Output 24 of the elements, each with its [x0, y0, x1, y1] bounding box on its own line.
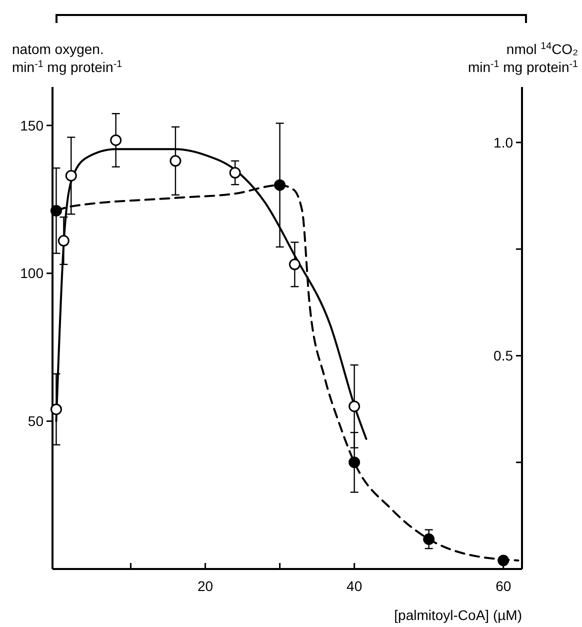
point [170, 155, 182, 167]
point [348, 400, 360, 412]
point [348, 456, 360, 468]
y-tick-label: 50 [28, 413, 44, 430]
point [58, 235, 70, 247]
point [50, 404, 62, 416]
point [65, 170, 77, 182]
point [110, 134, 122, 146]
x-tick-label: 60 [496, 578, 512, 594]
point [50, 204, 62, 216]
x-tick-label: 40 [346, 578, 362, 594]
y-tick-label: 150 [20, 117, 44, 134]
point [274, 179, 286, 191]
point [423, 533, 435, 545]
point [288, 258, 300, 270]
text: nmol $^{14}$CO₂ min$^{-1}$ mg protein$^{-1}$ [468, 40, 578, 75]
point [498, 554, 510, 566]
y2-tick-label: 1.0 [494, 134, 514, 150]
y2-tick-label: 0.5 [494, 348, 514, 364]
x-tick-label: 20 [197, 578, 214, 594]
point [229, 167, 241, 179]
x-axis-title: [palmitoyl-CoA] (µM) [394, 607, 522, 623]
y-axis-title: natom oxygen. min$^{-1}$ mg protein$^{-1}$ [12, 41, 122, 75]
y-tick-label: 100 [20, 265, 44, 282]
